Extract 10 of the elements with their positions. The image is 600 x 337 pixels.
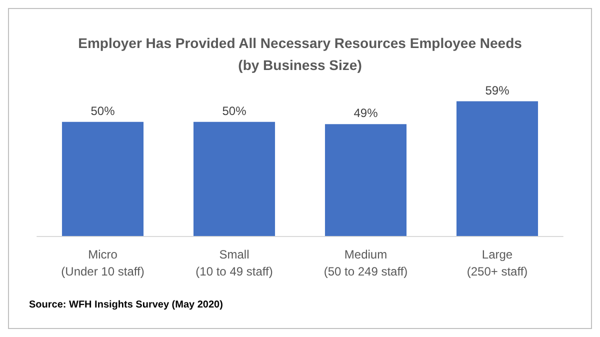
- x-tick-label: Medium (50 to 249 staff): [324, 248, 408, 278]
- source-note: Source: WFH Insights Survey (May 2020): [29, 300, 223, 310]
- x-tick-label: Large (250+ staff): [466, 248, 528, 278]
- data-label: 50%: [90, 104, 116, 118]
- x-tick-label: Small (10 to 49 staff): [196, 248, 273, 278]
- data-label: 59%: [485, 83, 510, 98]
- chart-title: Employer Has Provided All Necessary Resources Employee Needs (by Business Size): [78, 35, 522, 73]
- x-tick-label: Micro (Under 10 staff): [61, 248, 144, 278]
- data-label: 49%: [354, 106, 378, 120]
- data-label: 50%: [222, 104, 247, 118]
